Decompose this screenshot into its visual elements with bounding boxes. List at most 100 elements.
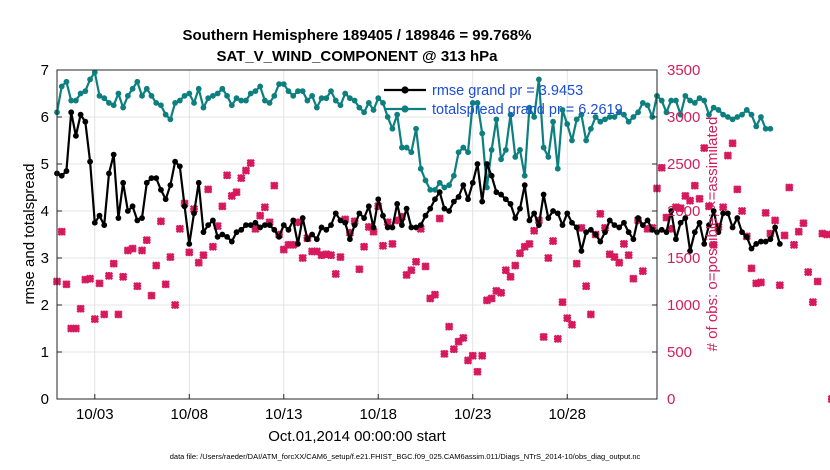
obs-marker xyxy=(435,214,444,223)
obs-marker xyxy=(194,258,203,267)
obs-marker xyxy=(671,203,681,212)
obs-marker xyxy=(520,242,529,251)
rmse-marker xyxy=(91,219,98,226)
rmse-marker xyxy=(285,226,292,233)
spread-marker xyxy=(143,85,150,92)
x-axis-label: Oct.01,2014 00:00:00 start xyxy=(268,428,446,445)
rmse-marker xyxy=(58,172,65,179)
spread-marker xyxy=(347,95,353,102)
rmse-marker xyxy=(408,224,415,231)
obs-marker xyxy=(341,215,350,224)
spread-marker xyxy=(644,102,651,109)
obs-marker xyxy=(496,288,506,297)
spread-marker xyxy=(87,76,93,83)
spread-marker xyxy=(564,121,571,127)
spread-marker xyxy=(724,114,731,120)
spread-marker xyxy=(162,111,169,118)
spread-marker xyxy=(257,83,264,90)
rmse-marker xyxy=(772,224,779,231)
rmse-marker xyxy=(630,236,637,243)
spread-marker xyxy=(158,102,164,109)
spread-marker xyxy=(502,147,509,153)
rmse-marker xyxy=(148,175,155,182)
obs-marker xyxy=(704,202,714,211)
obs-marker xyxy=(775,281,784,290)
rmse-marker xyxy=(517,205,523,212)
spread-marker xyxy=(474,100,481,106)
obs-marker xyxy=(109,259,118,268)
spread-marker xyxy=(233,95,240,102)
rmse-marker xyxy=(644,217,651,224)
obs-marker xyxy=(270,181,279,190)
spread-marker xyxy=(172,100,179,106)
rmse-marker xyxy=(280,222,287,229)
y2-tick-label: 0 xyxy=(667,391,675,408)
obs-marker xyxy=(137,246,147,255)
obs-marker xyxy=(808,298,818,307)
rmse-marker xyxy=(247,222,254,229)
rmse-marker xyxy=(583,229,590,236)
spread-marker xyxy=(328,88,334,95)
plot-area xyxy=(57,70,657,399)
spread-marker xyxy=(403,144,410,151)
spread-marker xyxy=(488,147,495,153)
spread-marker xyxy=(228,102,235,109)
obs-marker xyxy=(289,240,298,249)
rmse-marker xyxy=(767,236,774,243)
rmse-marker xyxy=(72,132,79,139)
rmse-marker xyxy=(210,217,216,224)
obs-marker xyxy=(118,272,128,281)
obs-marker xyxy=(312,247,321,256)
obs-marker xyxy=(473,367,482,376)
obs-marker xyxy=(506,272,515,281)
obs-marker xyxy=(166,252,175,262)
obs-marker xyxy=(548,236,558,246)
rmse-marker xyxy=(734,215,741,221)
spread-marker xyxy=(758,114,764,120)
spread-marker xyxy=(384,114,391,120)
spread-marker xyxy=(332,97,339,104)
rmse-marker xyxy=(436,189,443,196)
obs-marker xyxy=(374,202,383,211)
rmse-marker xyxy=(450,198,457,205)
obs-marker xyxy=(284,240,293,249)
spread-marker xyxy=(682,92,689,99)
rmse-marker xyxy=(739,229,745,236)
obs-marker xyxy=(251,224,260,234)
chart-title: Southern Hemisphere 189405 / 189846 = 99… xyxy=(183,27,532,44)
spread-marker xyxy=(176,97,183,104)
spread-marker xyxy=(441,184,448,191)
obs-marker xyxy=(402,270,411,280)
obs-marker xyxy=(378,241,388,250)
spread-marker xyxy=(313,104,320,111)
y2-tick-label: 2500 xyxy=(667,156,700,173)
spread-marker xyxy=(526,104,533,111)
rmse-marker xyxy=(318,224,325,231)
spread-marker xyxy=(351,97,358,104)
rmse-marker xyxy=(356,210,363,217)
spread-marker xyxy=(58,83,65,90)
obs-marker xyxy=(700,143,709,153)
rmse-marker xyxy=(677,219,684,226)
obs-marker xyxy=(643,224,652,234)
obs-marker xyxy=(170,300,180,310)
rmse-marker xyxy=(82,118,89,125)
obs-marker xyxy=(388,239,397,249)
obs-marker xyxy=(208,242,218,251)
rmse-marker xyxy=(691,229,698,236)
spread-marker xyxy=(531,114,538,120)
rmse-marker xyxy=(611,222,618,229)
obs-marker xyxy=(393,216,402,225)
spread-marker xyxy=(96,92,103,99)
spread-marker xyxy=(455,149,462,156)
y-tick-label: 6 xyxy=(41,109,49,126)
y2-tick-label: 2000 xyxy=(667,203,700,220)
spread-marker xyxy=(493,116,500,123)
obs-marker xyxy=(213,221,222,231)
spread-marker xyxy=(602,116,608,123)
spread-marker xyxy=(635,109,642,116)
x-tick-label: 10/13 xyxy=(265,406,303,423)
rmse-marker xyxy=(389,224,396,231)
spread-marker xyxy=(521,172,528,179)
